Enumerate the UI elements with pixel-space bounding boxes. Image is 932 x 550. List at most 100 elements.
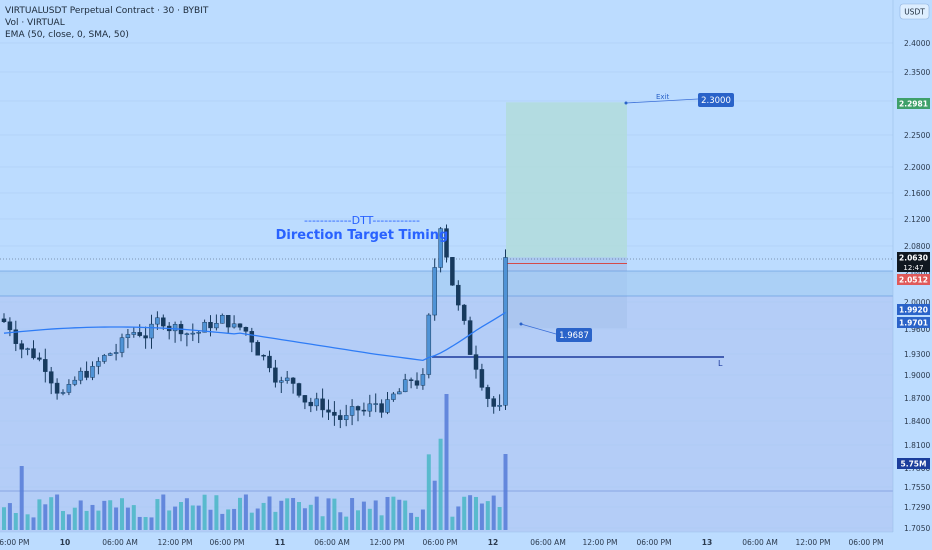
candle-body xyxy=(208,321,213,329)
volume-bar xyxy=(49,497,54,530)
volume-bar xyxy=(37,499,42,530)
volume-bar xyxy=(320,516,325,530)
candle-body xyxy=(113,352,119,354)
candle-body xyxy=(243,327,249,332)
volume-bar xyxy=(403,500,408,530)
candle-body xyxy=(66,384,72,393)
volume-bar xyxy=(397,499,402,530)
volume-bar xyxy=(432,480,437,530)
price-badge-value: 2.0630 xyxy=(899,254,928,263)
volume-bar xyxy=(202,494,207,530)
candle-body xyxy=(267,355,272,369)
candle-body xyxy=(60,392,66,394)
volume-bar xyxy=(297,502,301,530)
volume-bar xyxy=(450,516,455,530)
volume-bar xyxy=(214,495,219,530)
volume-bar xyxy=(208,509,213,530)
dtt-subtitle: Direction Target Timing xyxy=(275,228,449,243)
candle-body xyxy=(338,415,343,420)
y-tick-label: 2.0400 xyxy=(904,269,930,278)
exit-price-box xyxy=(698,93,734,107)
candle-body xyxy=(326,409,331,413)
x-tick-label: 06:00 PM xyxy=(637,538,672,547)
volume-indicator-label: Vol · VIRTUAL xyxy=(5,18,65,28)
price-badge xyxy=(897,98,930,109)
candle-body xyxy=(479,369,485,388)
candle-body xyxy=(296,383,302,396)
volume-bar xyxy=(385,496,390,530)
ema-line xyxy=(3,311,506,362)
volume-bar xyxy=(19,466,24,530)
volume-bar xyxy=(426,454,431,530)
volume-bar xyxy=(308,504,313,530)
price-badge-value: 2.2981 xyxy=(899,100,928,109)
exit-connector-dot xyxy=(624,101,628,105)
exit-connector xyxy=(625,98,699,104)
candle-body xyxy=(214,323,219,329)
candle-body xyxy=(497,404,502,407)
volume-bar xyxy=(96,510,101,530)
volume-bar xyxy=(184,498,189,530)
volume-bar xyxy=(350,498,355,530)
volume-bar xyxy=(391,496,396,530)
candle-body xyxy=(48,371,54,384)
x-tick-label: 06:00 PM xyxy=(210,538,245,547)
volume-bar xyxy=(361,501,366,530)
x-tick-label: 12 xyxy=(488,538,498,547)
volume-bar xyxy=(485,501,490,530)
candle-body xyxy=(308,401,314,407)
candle-body xyxy=(491,398,496,407)
y-tick-label: 1.9000 xyxy=(904,371,930,380)
x-tick-label: 11 xyxy=(275,538,285,547)
price-badge-value: 5.75M xyxy=(901,460,927,469)
volume-bar xyxy=(267,496,272,530)
note-price-box xyxy=(556,328,592,342)
volume-bar xyxy=(2,507,6,530)
candle-body xyxy=(220,315,225,324)
x-tick-label: 06:00 AM xyxy=(314,538,350,547)
note-price: 1.9687 xyxy=(559,331,589,341)
volume-bar xyxy=(338,512,343,530)
price-badge xyxy=(897,317,930,328)
x-tick-label: 06:00 PM xyxy=(0,538,30,547)
volume-bar xyxy=(232,508,237,530)
y-tick-label: 1.7550 xyxy=(904,483,930,492)
y-tick-label: 1.8100 xyxy=(904,441,930,450)
price-badge-countdown: 12:47 xyxy=(903,264,923,272)
candle-body xyxy=(84,370,89,378)
volume-bar xyxy=(66,514,71,530)
price-badge xyxy=(897,458,930,469)
currency-button[interactable] xyxy=(899,3,930,20)
volume-bar xyxy=(462,496,467,530)
volume-bar xyxy=(373,500,378,530)
candle-body xyxy=(361,409,367,412)
volume-bar xyxy=(497,507,502,530)
volume-bar xyxy=(143,517,148,530)
candle-body xyxy=(7,321,13,331)
candle-body xyxy=(37,357,42,360)
volume-bar xyxy=(468,495,473,530)
candle-body xyxy=(414,380,420,386)
volume-bar xyxy=(415,516,419,530)
y-tick-label: 1.8400 xyxy=(904,417,930,426)
ema-indicator-label: EMA (50, close, 0, SMA, 50) xyxy=(5,30,129,40)
x-tick-label: 13 xyxy=(702,538,712,547)
candle-body xyxy=(385,399,390,413)
y-tick-label: 2.4000 xyxy=(904,39,930,48)
volume-bar xyxy=(7,503,12,530)
candle-body xyxy=(43,359,48,372)
candle-body xyxy=(503,257,508,406)
x-tick-label: 10 xyxy=(60,538,70,547)
candle-body xyxy=(237,323,243,328)
candle-body xyxy=(391,393,396,400)
volume-bar xyxy=(43,504,48,530)
y-tick-label: 1.8700 xyxy=(904,394,930,403)
volume-bar xyxy=(61,511,65,530)
volume-bar xyxy=(78,500,83,530)
volume-bar xyxy=(84,510,89,530)
volume-bar xyxy=(173,506,178,530)
candle-body xyxy=(279,380,284,383)
volume-bar xyxy=(273,511,278,530)
